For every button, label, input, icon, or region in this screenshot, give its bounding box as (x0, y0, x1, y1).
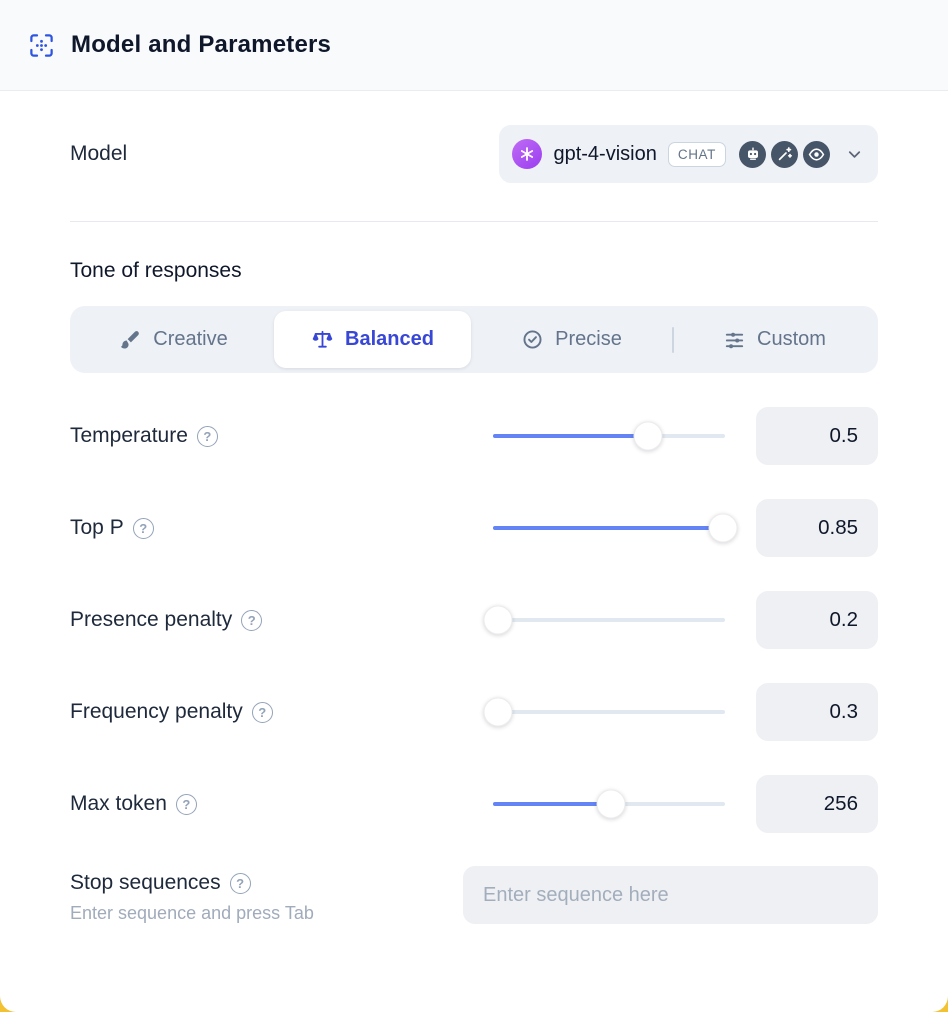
max-token-value[interactable]: 256 (756, 775, 878, 833)
slider-fill (493, 526, 723, 530)
param-row-presence-penalty: Presence penalty ? 0.2 (70, 591, 878, 649)
section-divider (70, 221, 878, 222)
param-label: Max token ? (70, 792, 493, 816)
slider-thumb[interactable] (596, 789, 626, 819)
slider-thumb[interactable] (483, 605, 513, 635)
slider-thumb[interactable] (483, 697, 513, 727)
help-icon[interactable]: ? (175, 793, 197, 815)
model-label: Model (70, 142, 128, 165)
panel-content: Model gpt-4-vision CHAT (0, 91, 948, 1012)
temperature-slider[interactable] (493, 421, 725, 451)
help-icon[interactable]: ? (229, 872, 251, 894)
param-label: Presence penalty ? (70, 608, 493, 632)
model-select[interactable]: gpt-4-vision CHAT (499, 125, 878, 183)
slider-thumb[interactable] (633, 421, 663, 451)
param-label: Top P ? (70, 516, 493, 540)
model-name: gpt-4-vision (553, 142, 657, 165)
slider-track (493, 710, 725, 714)
vision-icon (803, 140, 830, 168)
slider-thumb[interactable] (708, 513, 738, 543)
chevron-down-icon (845, 145, 864, 164)
param-label-text: Presence penalty (70, 608, 233, 631)
param-label-text: Frequency penalty (70, 700, 243, 723)
slider-track (493, 618, 725, 622)
help-icon[interactable]: ? (196, 425, 218, 447)
frequency-penalty-slider[interactable] (483, 697, 725, 727)
tone-option-precise[interactable]: Precise (473, 311, 670, 368)
param-row-frequency-penalty: Frequency penalty ? 0.3 (70, 683, 878, 741)
balance-scale-icon (311, 328, 334, 351)
openai-logo-icon (512, 139, 543, 169)
param-label-text: Temperature (70, 424, 188, 447)
chat-badge: CHAT (667, 141, 726, 167)
slider-fill (493, 434, 649, 438)
model-params-icon (28, 32, 55, 59)
tone-segmented-control: Creative Balanced (70, 306, 878, 373)
tone-option-custom[interactable]: Custom (676, 311, 873, 368)
tone-option-label: Custom (757, 328, 826, 350)
stop-sequences-hint: Enter sequence and press Tab (70, 903, 314, 923)
param-row-max-token: Max token ? 256 (70, 775, 878, 833)
param-label-text: Top P (70, 516, 124, 539)
param-row-temperature: Temperature ? 0.5 (70, 407, 878, 465)
tone-option-label: Creative (153, 328, 228, 350)
stop-sequences-label: Stop sequences (70, 871, 221, 894)
help-icon[interactable]: ? (251, 701, 273, 723)
param-row-top-p: Top P ? 0.85 (70, 499, 878, 557)
max-token-slider[interactable] (493, 789, 725, 819)
precise-check-icon (521, 328, 544, 351)
param-label: Temperature ? (70, 424, 493, 448)
param-label-text: Max token (70, 792, 167, 815)
stop-sequences-row: Stop sequences ? Enter sequence and pres… (70, 866, 878, 924)
stop-sequences-labels: Stop sequences ? Enter sequence and pres… (70, 866, 463, 924)
tone-option-creative[interactable]: Creative (75, 311, 272, 368)
brush-icon (119, 328, 142, 351)
segment-divider (672, 326, 674, 353)
frequency-penalty-value[interactable]: 0.3 (756, 683, 878, 741)
temperature-value[interactable]: 0.5 (756, 407, 878, 465)
panel-title: Model and Parameters (71, 31, 332, 58)
tone-option-label: Balanced (345, 328, 434, 350)
top-p-value[interactable]: 0.85 (756, 499, 878, 557)
assistant-icon (739, 140, 766, 168)
panel-header: Model and Parameters (0, 0, 948, 91)
help-icon[interactable]: ? (132, 517, 154, 539)
help-icon[interactable]: ? (241, 609, 263, 631)
tone-title: Tone of responses (70, 259, 242, 282)
tone-option-balanced[interactable]: Balanced (274, 311, 471, 368)
capability-icons (739, 140, 830, 168)
model-row: Model gpt-4-vision CHAT (70, 125, 878, 183)
top-p-slider[interactable] (493, 513, 738, 543)
slider-fill (493, 802, 612, 806)
tone-option-label: Precise (555, 328, 622, 350)
param-label: Frequency penalty ? (70, 700, 493, 724)
presence-penalty-slider[interactable] (483, 605, 725, 635)
sliders-icon (723, 328, 746, 351)
magic-wand-icon (771, 140, 798, 168)
stop-sequence-input[interactable] (463, 866, 878, 924)
presence-penalty-value[interactable]: 0.2 (756, 591, 878, 649)
